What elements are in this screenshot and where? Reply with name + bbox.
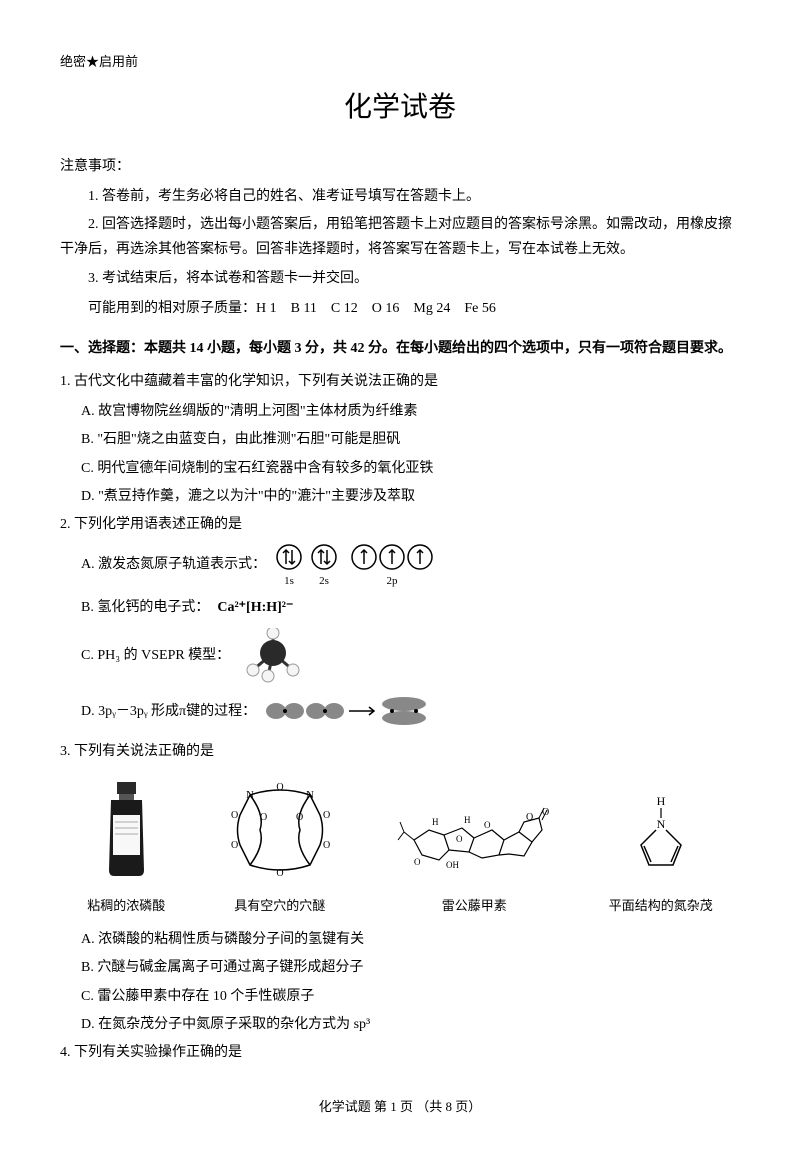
- section-1-title: 一、选择题：本题共 14 小题，每小题 3 分，共 42 分。在每小题给出的四个…: [60, 336, 740, 361]
- exam-title: 化学试卷: [60, 83, 740, 133]
- q3-option-a: A. 浓磷酸的粘稠性质与磷酸分子间的氢键有关: [81, 927, 740, 952]
- svg-text:2p: 2p: [387, 575, 399, 587]
- svg-text:1s: 1s: [284, 575, 294, 587]
- svg-text:N: N: [306, 789, 314, 801]
- q1-option-a: A. 故宫博物院丝绸版的"清明上河图"主体材质为纤维素: [81, 399, 740, 424]
- q2-option-b-label: B. 氢化钙的电子式：: [81, 595, 209, 620]
- svg-text:H: H: [656, 794, 665, 808]
- svg-text:O: O: [276, 868, 283, 879]
- svg-text:O: O: [276, 782, 283, 793]
- svg-text:O: O: [260, 812, 267, 823]
- question-1-stem: 1. 古代文化中蕴藏着丰富的化学知识，下列有关说法正确的是: [60, 369, 740, 394]
- phosphoric-acid-bottle-icon: [99, 780, 154, 880]
- q1-option-d: D. "煮豆持作羹，漉之以为汁"中的"漉汁"主要涉及萃取: [81, 484, 740, 509]
- q3-images-row: 粘稠的浓磷酸 N N O O O O O O O O 具有空穴的穴醚 O O: [60, 780, 740, 918]
- q3-caption-2: 具有空穴的穴醚: [220, 894, 340, 917]
- notice-heading: 注意事项：: [60, 154, 740, 179]
- cryptand-structure-icon: N N O O O O O O O O: [220, 780, 340, 880]
- svg-text:O: O: [484, 820, 491, 830]
- q3-caption-4: 平面结构的氮杂茂: [609, 894, 713, 917]
- q2-option-b-formula: Ca²⁺[H:H]²⁻: [217, 595, 293, 620]
- q3-caption-3: 雷公藤甲素: [394, 894, 554, 917]
- svg-text:O: O: [323, 810, 330, 821]
- notice-item-1: 1. 答卷前，考生务必将自己的姓名、准考证号填写在答题卡上。: [60, 184, 740, 209]
- svg-text:H: H: [464, 815, 471, 825]
- triptolide-structure-icon: O O H H OH O O O: [394, 780, 554, 880]
- svg-text:N: N: [246, 789, 254, 801]
- q3-caption-1: 粘稠的浓磷酸: [87, 894, 165, 917]
- atomic-masses: 可能用到的相对原子质量：H 1 B 11 C 12 O 16 Mg 24 Fe …: [60, 296, 740, 321]
- svg-text:O: O: [323, 840, 330, 851]
- svg-text:OH: OH: [446, 860, 459, 870]
- svg-text:O: O: [231, 840, 238, 851]
- q2-option-d-label: D. 3pᵧ－3pᵧ 形成π键的过程：: [81, 699, 256, 724]
- svg-text:O: O: [231, 810, 238, 821]
- svg-text:2s: 2s: [319, 575, 329, 587]
- vsepr-model-icon: [238, 628, 308, 683]
- q3-option-d: D. 在氮杂茂分子中氮原子采取的杂化方式为 sp³: [81, 1012, 740, 1037]
- question-4-stem: 4. 下列有关实验操作正确的是: [60, 1040, 740, 1065]
- svg-text:O: O: [526, 812, 533, 823]
- q1-option-b: B. "石胆"烧之由蓝变白，由此推测"石胆"可能是胆矾: [81, 427, 740, 452]
- svg-text:H: H: [432, 817, 439, 827]
- pi-bond-icon: [264, 691, 434, 731]
- svg-text:N: N: [656, 817, 665, 831]
- svg-text:O: O: [456, 834, 463, 844]
- svg-text:O: O: [296, 812, 303, 823]
- q1-option-c: C. 明代宣德年间烧制的宝石红瓷器中含有较多的氧化亚铁: [81, 456, 740, 481]
- q2-option-a-label: A. 激发态氮原子轨道表示式：: [81, 552, 266, 577]
- pyrrole-structure-icon: H N: [626, 790, 696, 880]
- question-3-stem: 3. 下列有关说法正确的是: [60, 739, 740, 764]
- q3-option-b: B. 穴醚与碱金属离子可通过离子键形成超分子: [81, 955, 740, 980]
- notice-item-2: 2. 回答选择题时，选出每小题答案后，用铅笔把答题卡上对应题目的答案标号涂黑。如…: [60, 212, 740, 262]
- svg-text:O: O: [414, 857, 421, 867]
- page-footer: 化学试题 第 1 页 （共 8 页）: [60, 1095, 740, 1118]
- confidential-mark: 绝密★启用前: [60, 50, 740, 73]
- q3-option-c: C. 雷公藤甲素中存在 10 个手性碳原子: [81, 984, 740, 1009]
- q2-option-c-label: C. PH₃ 的 VSEPR 模型：: [81, 643, 230, 668]
- notice-item-3: 3. 考试结束后，将本试卷和答题卡一并交回。: [60, 266, 740, 291]
- question-2-stem: 2. 下列化学用语表述正确的是: [60, 512, 740, 537]
- orbital-diagram-icon: 1s 2s 2p: [274, 542, 454, 587]
